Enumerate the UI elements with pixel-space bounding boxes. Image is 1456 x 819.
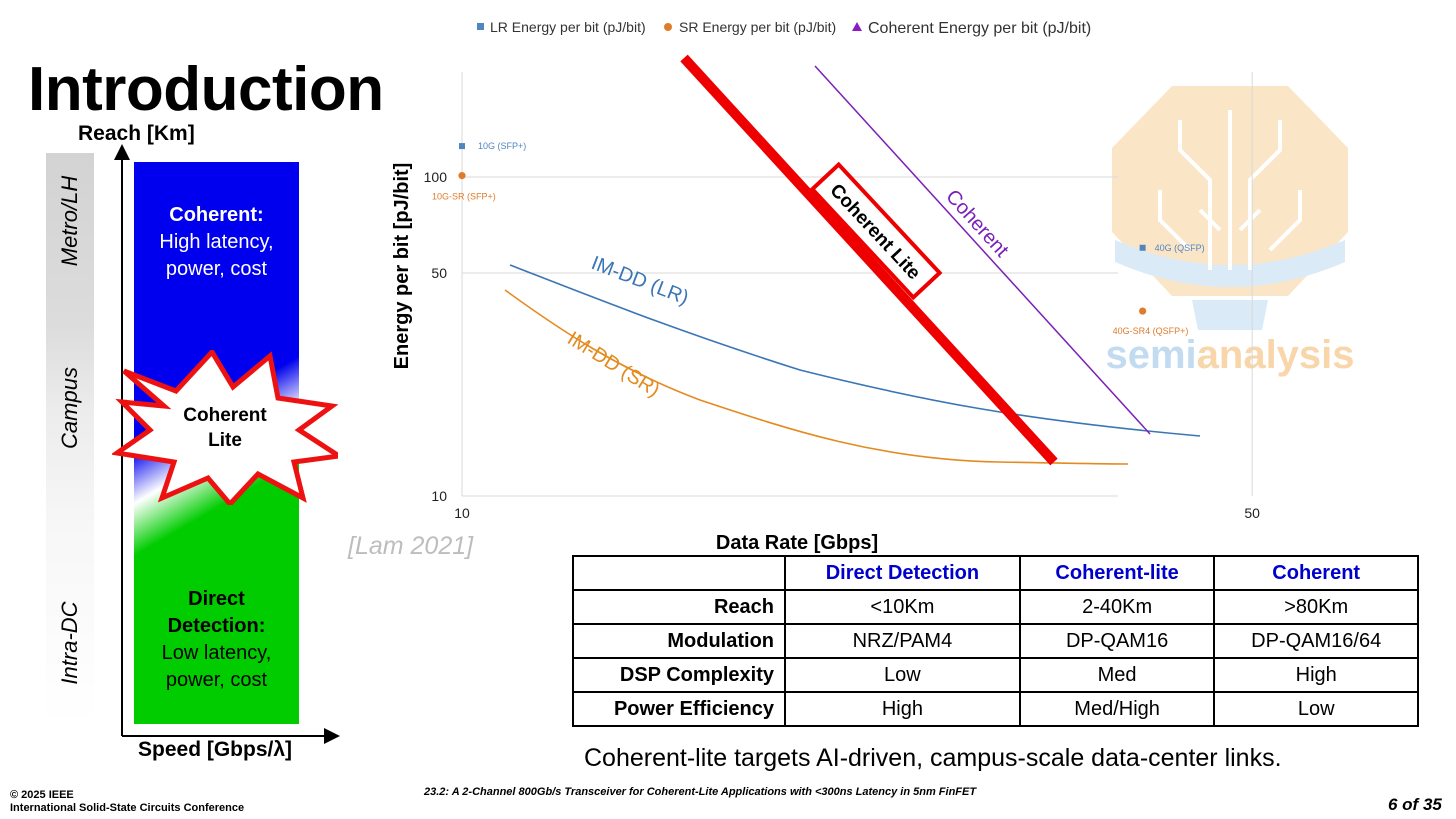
- semianalysis-watermark: semianalysis: [1105, 86, 1355, 377]
- y-tick-label: 100: [424, 169, 448, 185]
- watermark-text-a: semi: [1105, 333, 1196, 377]
- burst-shape: [112, 350, 338, 505]
- table-cell: Low: [1213, 691, 1419, 727]
- legend-lr-label: LR Energy per bit (pJ/bit): [490, 19, 646, 35]
- sr-data-point: [1139, 307, 1147, 315]
- watermark-bulb-base: [1192, 300, 1268, 330]
- coherent-lite-label-rect: [809, 161, 943, 301]
- table-cell: 2-40Km: [1018, 589, 1216, 625]
- speed-axis-label: Speed [Gbps/λ]: [138, 738, 293, 761]
- chart-legend: LR Energy per bit (pJ/bit) SR Energy per…: [477, 19, 1091, 37]
- table-cell: <10Km: [784, 589, 1021, 625]
- data-point-label: 10G (SFP+): [478, 141, 526, 151]
- coherent-zone-line1: High latency,: [159, 231, 274, 253]
- table-row: Modulation NRZ/PAM4 DP-QAM16 DP-QAM16/64: [572, 623, 1419, 659]
- citation: [Lam 2021]: [348, 532, 474, 560]
- table-cell: Med/High: [1018, 691, 1216, 727]
- table-cell: Low: [784, 657, 1021, 693]
- table-header-coherent: Coherent: [1213, 555, 1419, 591]
- table-header-coherent-lite: Coherent-lite: [1018, 555, 1216, 591]
- data-points: 10G (SFP+)40G (QSFP)100G (QSFP28)200G (Q…: [432, 141, 1205, 336]
- trend-line-im-dd-lr: [509, 264, 1201, 437]
- footer-left: © 2025 IEEE International Solid-State Ci…: [10, 789, 244, 815]
- table-header-row: Direct Detection Coherent-lite Coherent: [572, 555, 1419, 591]
- row-header-reach: Reach: [572, 589, 786, 625]
- x-tick-label: 50: [1244, 505, 1260, 521]
- coherent-lite-burst: Coherent Lite: [112, 350, 338, 505]
- table-header-direct-detection: Direct Detection: [784, 555, 1021, 591]
- watermark-text: semianalysis: [1105, 333, 1354, 377]
- footer-paper-title: 23.2: A 2-Channel 800Gb/s Transceiver fo…: [424, 786, 977, 798]
- table-cell: High: [1213, 657, 1419, 693]
- coherent-zone-title: Coherent:: [169, 204, 264, 226]
- legend-coherent-label: Coherent Energy per bit (pJ/bit): [868, 20, 1091, 37]
- sr-data-point: [458, 172, 466, 180]
- reach-category-bar: [46, 153, 94, 725]
- coherent-zone-text: Coherent: High latency, power, cost: [134, 202, 299, 283]
- footer-conference: International Solid-State Circuits Confe…: [10, 802, 245, 814]
- table-header-corner: [572, 555, 786, 591]
- table-cell: >80Km: [1213, 589, 1419, 625]
- footer-copyright: © 2025 IEEE: [10, 789, 74, 801]
- watermark-band: [1115, 240, 1345, 287]
- y-axis-title: Energy per bit [pJ/bit]: [391, 163, 413, 370]
- row-header-power-efficiency: Power Efficiency: [572, 691, 786, 727]
- chart-grid: [461, 72, 1253, 497]
- trend-line-coherent: [814, 65, 1151, 435]
- legend-sr-label: SR Energy per bit (pJ/bit): [679, 19, 836, 35]
- trend-line-im-dd-sr: [504, 289, 1129, 465]
- table-cell: High: [784, 691, 1021, 727]
- legend-coherent-marker: [852, 22, 862, 31]
- x-tick-labels: 1050100500800: [454, 505, 1260, 521]
- table-cell: DP-QAM16/64: [1213, 623, 1419, 659]
- coherent-lite-label-box: Coherent Lite: [809, 161, 943, 301]
- watermark-circuit-icon: [1158, 110, 1302, 270]
- trend-label-im-dd-sr: IM-DD (SR): [563, 328, 663, 402]
- direct-zone-text: Direct Detection: Low latency, power, co…: [134, 586, 299, 694]
- burst-line1: Coherent: [183, 405, 267, 426]
- x-axis-title: Data Rate [Gbps]: [716, 532, 878, 554]
- reach-speed-axes: [114, 144, 340, 744]
- data-point-label: 40G-SR4 (QSFP+): [1113, 326, 1189, 336]
- direct-zone-title1: Direct: [188, 588, 245, 610]
- lr-data-point: [459, 143, 465, 150]
- table-cell: Med: [1018, 657, 1216, 693]
- row-header-modulation: Modulation: [572, 623, 786, 659]
- y-tick-label: 10: [431, 488, 447, 504]
- table-cell: DP-QAM16: [1018, 623, 1216, 659]
- watermark-text-b: analysis: [1197, 333, 1355, 377]
- x-tick-label: 10: [454, 505, 470, 521]
- comparison-table: Direct Detection Coherent-lite Coherent …: [572, 555, 1419, 727]
- table-row: Reach <10Km 2-40Km >80Km: [572, 589, 1419, 625]
- direct-zone-line2: power, cost: [165, 669, 268, 691]
- lr-data-point: [1139, 244, 1146, 251]
- trend-label-coherent: Coherent: [941, 186, 1013, 262]
- y-tick-label: 50: [431, 265, 447, 281]
- coherent-zone-line2: power, cost: [165, 258, 268, 280]
- row-header-dsp-complexity: DSP Complexity: [572, 657, 786, 693]
- y-tick-labels: 1050100500: [424, 169, 448, 504]
- reach-axis-label: Reach [Km]: [78, 122, 195, 145]
- caption: Coherent-lite targets AI-driven, campus-…: [584, 744, 1282, 772]
- direct-zone-line1: Low latency,: [161, 642, 272, 664]
- data-point-label: 10G-SR (SFP+): [432, 192, 496, 202]
- page-number: 6 of 35: [1388, 795, 1442, 814]
- table-row: Power Efficiency High Med/High Low: [572, 691, 1419, 727]
- direct-zone-title2: Detection:: [167, 615, 266, 637]
- table-cell: NRZ/PAM4: [784, 623, 1021, 659]
- legend-sr-marker: [664, 23, 672, 31]
- data-point-label: 40G (QSFP): [1155, 243, 1205, 253]
- table-row: DSP Complexity Low Med High: [572, 657, 1419, 693]
- trend-line-coherent-lite: [680, 54, 1058, 466]
- energy-per-bit-chart: semianalysis 1050100500800 1050100500 IM…: [391, 19, 1355, 554]
- slide-title: Introduction: [28, 55, 384, 124]
- burst-line2: Lite: [208, 430, 242, 451]
- legend-lr-marker: [477, 23, 484, 30]
